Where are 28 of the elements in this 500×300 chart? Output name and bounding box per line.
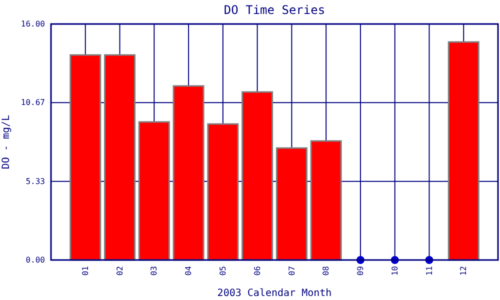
bar [70,54,102,261]
bar [172,85,204,261]
x-tick-label: 05 [218,266,228,276]
bar [276,147,308,261]
x-tick-label: 11 [424,266,434,276]
bar [207,123,239,261]
x-tick-label: 06 [252,266,262,276]
x-tick-label: 04 [184,266,194,276]
x-tick-label: 01 [80,266,90,276]
y-axis-title: DO - mg/L [1,114,12,170]
bar [448,41,480,261]
bar [242,91,274,261]
x-tick-label: 07 [287,266,296,276]
bar [104,54,136,261]
x-axis-title: 2003 Calendar Month [217,288,332,299]
x-tick-label: 03 [150,266,159,276]
x-tick-label: 10 [390,266,400,276]
x-tick-label: 12 [459,266,468,276]
y-tick-label: 10.67 [20,98,46,108]
x-tick-label: 09 [356,266,366,276]
y-tick-label: 16.00 [20,20,46,29]
y-tick-label: 5.33 [26,176,46,186]
x-tick-label: 02 [115,266,124,276]
bar [310,140,342,261]
x-tick-label: 08 [322,266,331,276]
y-tick-label: 0.00 [26,256,46,265]
chart-title: DO Time Series [224,3,326,17]
bar [138,121,170,261]
